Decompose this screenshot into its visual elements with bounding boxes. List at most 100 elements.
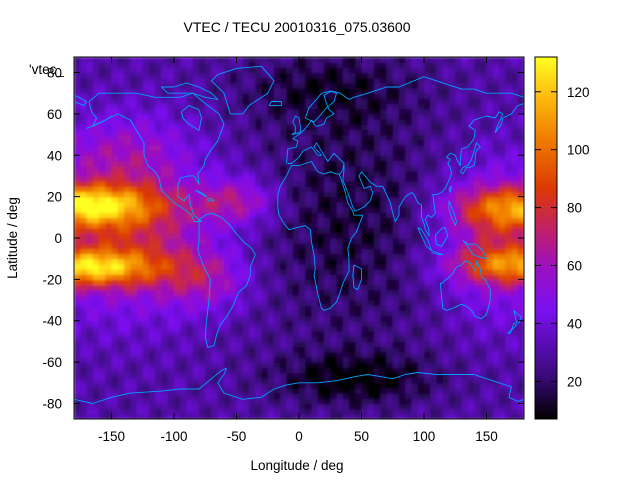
heat-cell: [236, 284, 244, 291]
heat-cell: [492, 134, 500, 141]
heat-cell: [324, 382, 331, 389]
heat-cell: [480, 248, 488, 255]
heat-cell: [324, 181, 331, 187]
heat-cell: [461, 294, 469, 301]
heat-cell: [386, 186, 394, 193]
heat-cell: [330, 212, 338, 218]
heat-cell: [442, 356, 450, 363]
heat-cell: [449, 258, 456, 265]
heat-cell: [405, 129, 413, 136]
heat-cell: [442, 160, 450, 167]
heat-cell: [167, 212, 175, 218]
heat-cell: [324, 72, 331, 79]
heat-cell: [80, 238, 88, 244]
heat-cell: [130, 279, 138, 286]
heat-cell: [274, 351, 281, 358]
heat-cell: [167, 325, 175, 332]
heat-cell: [199, 346, 206, 353]
heat-cell: [392, 341, 400, 348]
heat-cell: [474, 388, 481, 394]
heat-cell: [155, 413, 163, 419]
heat-cell: [355, 139, 363, 146]
heat-cell: [461, 191, 469, 198]
heat-cell: [324, 362, 331, 368]
heat-cell: [355, 170, 363, 177]
heat-cell: [124, 367, 131, 374]
heat-cell: [186, 134, 194, 141]
heat-cell: [217, 175, 225, 182]
heat-cell: [155, 248, 163, 255]
heat-cell: [86, 227, 94, 234]
heat-cell: [442, 165, 450, 172]
heat-cell: [480, 269, 488, 275]
heat-cell: [205, 408, 213, 415]
heat-cell: [449, 170, 456, 177]
heat-cell: [280, 150, 288, 156]
heat-cell: [174, 72, 181, 79]
heat-cell: [167, 207, 175, 213]
heat-cell: [292, 129, 300, 136]
heat-cell: [267, 201, 275, 208]
heat-cell: [349, 98, 356, 105]
heat-cell: [499, 124, 506, 130]
heat-cell: [149, 139, 156, 146]
heat-cell: [280, 341, 288, 348]
heat-cell: [317, 72, 325, 79]
heat-cell: [367, 279, 375, 286]
heat-cell: [180, 351, 188, 358]
heat-cell: [436, 113, 444, 120]
heat-cell: [336, 408, 344, 415]
heat-cell: [492, 274, 500, 280]
heat-cell: [442, 274, 450, 280]
heat-cell: [455, 382, 463, 389]
heat-cell: [399, 284, 406, 291]
heat-cell: [142, 300, 150, 306]
heat-cell: [267, 362, 275, 368]
heat-cell: [324, 196, 331, 203]
heat-cell: [142, 243, 150, 249]
heat-cell: [130, 196, 138, 203]
heat-cell: [217, 160, 225, 167]
heat-cell: [99, 165, 106, 172]
heat-cell: [99, 77, 106, 84]
heat-cell: [374, 129, 381, 136]
heat-cell: [467, 212, 475, 218]
heat-cell: [511, 191, 519, 198]
heat-cell: [249, 346, 256, 353]
heat-cell: [105, 413, 113, 419]
heat-cell: [161, 393, 169, 399]
heat-cell: [405, 238, 413, 244]
heat-cell: [274, 382, 281, 389]
heat-cell: [161, 165, 169, 172]
heat-cell: [111, 119, 119, 125]
heat-cell: [230, 93, 238, 99]
heat-cell: [230, 336, 238, 343]
heat-cell: [467, 351, 475, 358]
heat-cell: [167, 388, 175, 394]
heat-cell: [142, 403, 150, 410]
heat-cell: [161, 175, 169, 182]
heat-cell: [117, 294, 125, 301]
heat-cell: [336, 196, 344, 203]
heat-cell: [274, 88, 281, 94]
heat-cell: [305, 113, 313, 120]
heat-cell: [261, 124, 269, 130]
heat-cell: [217, 393, 225, 399]
heat-cell: [99, 196, 106, 203]
heat-cell: [461, 315, 469, 322]
heat-cell: [292, 367, 300, 374]
heat-cell: [149, 82, 156, 89]
heat-cell: [124, 320, 131, 327]
heat-cell: [249, 175, 256, 182]
heat-cell: [399, 113, 406, 120]
heat-cell: [205, 284, 213, 291]
heat-cell: [255, 232, 263, 239]
heat-cell: [124, 170, 131, 177]
heat-cell: [517, 181, 524, 187]
heat-cell: [167, 346, 175, 353]
heat-cell: [392, 139, 400, 146]
heat-cell: [342, 377, 350, 384]
heat-cell: [380, 139, 388, 146]
heat-cell: [255, 413, 263, 419]
heat-cell: [467, 300, 475, 306]
